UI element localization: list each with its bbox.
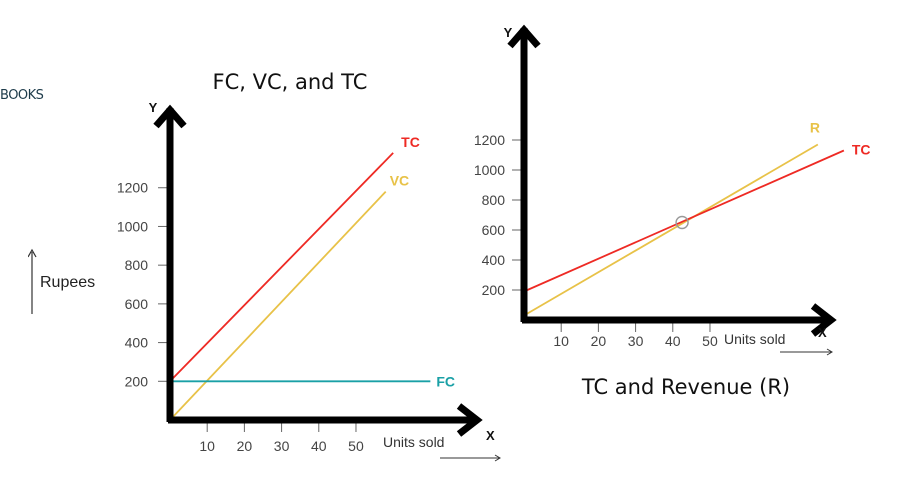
series-label-vc: VC xyxy=(390,173,409,189)
x-tick-label: 20 xyxy=(591,333,607,349)
x-axis-label: Units sold xyxy=(724,331,785,347)
y-tick-label: 1200 xyxy=(117,180,148,196)
chart-title: FC, VC, and TC xyxy=(213,70,368,94)
units-arrow-head xyxy=(826,348,833,356)
y-tick-label: 400 xyxy=(482,252,506,268)
y-tick-label: 200 xyxy=(125,373,149,389)
x-tick-label: 50 xyxy=(348,438,364,454)
x-axis-letter: X xyxy=(818,325,827,340)
x-axis-letter: X xyxy=(486,428,495,443)
x-tick-label: 40 xyxy=(665,333,681,349)
rupees-label: Rupees xyxy=(40,274,96,291)
series-label-r: R xyxy=(810,120,820,136)
y-tick-label: 800 xyxy=(125,257,149,273)
x-tick-label: 10 xyxy=(553,333,569,349)
y-axis-letter: Y xyxy=(149,100,158,115)
x-tick-label: 40 xyxy=(311,438,327,454)
y-tick-label: 800 xyxy=(482,192,506,208)
x-tick-label: 30 xyxy=(274,438,290,454)
brand-logo: BOOKS xyxy=(0,88,44,103)
break-even-circle xyxy=(675,215,689,230)
y-tick-label: 200 xyxy=(482,282,506,298)
y-tick-label: 1200 xyxy=(474,132,505,148)
rupees-axis-annotation: Rupees xyxy=(28,244,118,318)
chart-title: TC and Revenue (R) xyxy=(581,375,790,399)
series-label-fc: FC xyxy=(436,373,455,389)
y-tick-label: 600 xyxy=(125,296,149,312)
chart-tc-revenue: TC and Revenue (R) 200 400 600 800 1000 1200 10… xyxy=(474,24,871,399)
up-arrow-icon xyxy=(28,248,37,314)
series-label-tc: TC xyxy=(401,134,420,150)
units-arrow-head xyxy=(494,454,501,462)
series-line-tc xyxy=(169,152,394,382)
y-tick-label: 600 xyxy=(482,222,506,238)
x-tick-label: 30 xyxy=(628,333,644,349)
x-axis-arrowhead xyxy=(810,303,837,337)
y-axis-arrowhead xyxy=(153,104,187,129)
series-line-tc xyxy=(523,149,845,293)
x-tick-label: 20 xyxy=(237,438,253,454)
series-line-r xyxy=(523,143,819,317)
chart-fc-vc-tc: FC, VC, and TC 200 400 600 800 1000 1200 10 20 30… xyxy=(117,70,501,462)
x-tick-label: 10 xyxy=(199,438,215,454)
y-axis-letter: Y xyxy=(504,25,513,40)
series-label-tc: TC xyxy=(852,142,871,158)
y-tick-label: 1000 xyxy=(117,218,148,234)
y-tick-label: 400 xyxy=(125,335,149,351)
y-axis-arrowhead xyxy=(507,24,541,49)
series-line-vc xyxy=(169,190,387,421)
x-tick-label: 50 xyxy=(702,333,718,349)
x-axis-label: Units sold xyxy=(383,434,444,450)
x-axis-arrowhead xyxy=(456,403,483,437)
y-tick-label: 1000 xyxy=(474,162,505,178)
